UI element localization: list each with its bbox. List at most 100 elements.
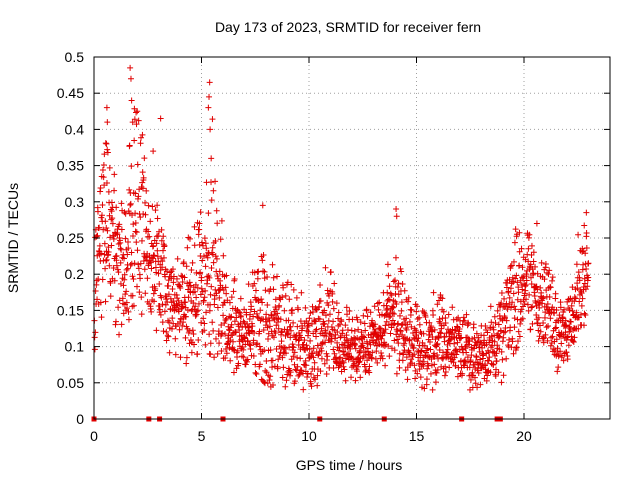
data-point [396,333,403,340]
data-point [180,319,187,326]
data-point [317,368,324,375]
data-point [357,374,364,381]
data-point [499,356,506,363]
data-points [91,64,592,422]
data-point [325,302,332,309]
data-point [481,337,488,344]
data-point [177,285,184,292]
data-point [391,310,398,317]
data-point [436,297,443,304]
data-point [508,262,515,269]
data-point [93,233,100,240]
data-point [573,309,580,316]
data-point [186,328,193,335]
data-point [258,296,265,303]
data-point [179,303,186,310]
data-point [182,299,189,306]
data-point [506,336,513,343]
data-point [169,286,176,293]
data-point [104,119,111,126]
data-point [583,209,590,216]
data-point [285,317,292,324]
data-point [198,285,205,292]
data-point [430,311,437,318]
data-point [374,300,381,307]
data-point [209,244,216,251]
data-point [199,242,206,249]
data-point [503,317,510,324]
data-point [208,283,215,290]
x-tick-label: 0 [90,428,98,444]
data-point [421,342,428,349]
data-point [346,308,353,315]
data-point [527,264,534,271]
data-point [326,311,333,318]
data-point [98,212,105,219]
data-point [433,369,440,376]
data-point [432,379,439,386]
data-point [109,215,116,222]
data-point [100,161,107,168]
data-point [323,350,330,357]
data-point [470,321,477,328]
data-point [563,334,570,341]
data-point [290,319,297,326]
data-point [252,287,259,294]
x-tick-label: 10 [301,428,317,444]
data-point [294,354,301,361]
data-point [547,315,554,322]
data-point [330,346,337,353]
data-point [473,330,480,337]
data-point [183,263,190,270]
data-point [206,93,213,100]
data-point [105,248,112,255]
data-point [385,272,392,279]
data-point [533,311,540,318]
data-point [530,249,537,256]
data-point [122,235,129,242]
data-point [462,357,469,364]
data-point [279,354,286,361]
data-point [142,290,149,297]
data-point [254,314,261,321]
data-point [307,380,314,387]
data-point [503,355,510,362]
data-point [558,340,565,347]
data-point [357,319,364,326]
data-point [134,161,141,168]
data-point [495,321,502,328]
data-point [476,348,483,355]
data-point [253,370,260,377]
data-point [330,305,337,312]
data-point [581,222,588,229]
data-point [120,255,127,262]
data-point [207,291,214,298]
data-point [490,326,497,333]
data-point [209,116,216,123]
data-point [130,275,137,282]
data-point [103,104,110,111]
data-point [434,366,441,373]
data-point [308,383,315,390]
data-point [396,312,403,319]
data-point [139,185,146,192]
data-point [102,265,109,272]
data-point [160,233,167,240]
data-point [497,328,504,335]
data-point [153,240,160,247]
data-point [477,381,484,388]
data-point [395,320,402,327]
data-point [262,287,269,294]
data-point [269,357,276,364]
data-point [524,301,531,308]
data-point [547,342,554,349]
data-point [408,307,415,314]
data-point [273,345,280,352]
data-point [269,382,276,389]
data-point [254,275,261,282]
data-point [434,301,441,308]
data-point [505,288,512,295]
data-point [169,315,176,322]
data-point [220,312,227,319]
data-point [365,348,372,355]
